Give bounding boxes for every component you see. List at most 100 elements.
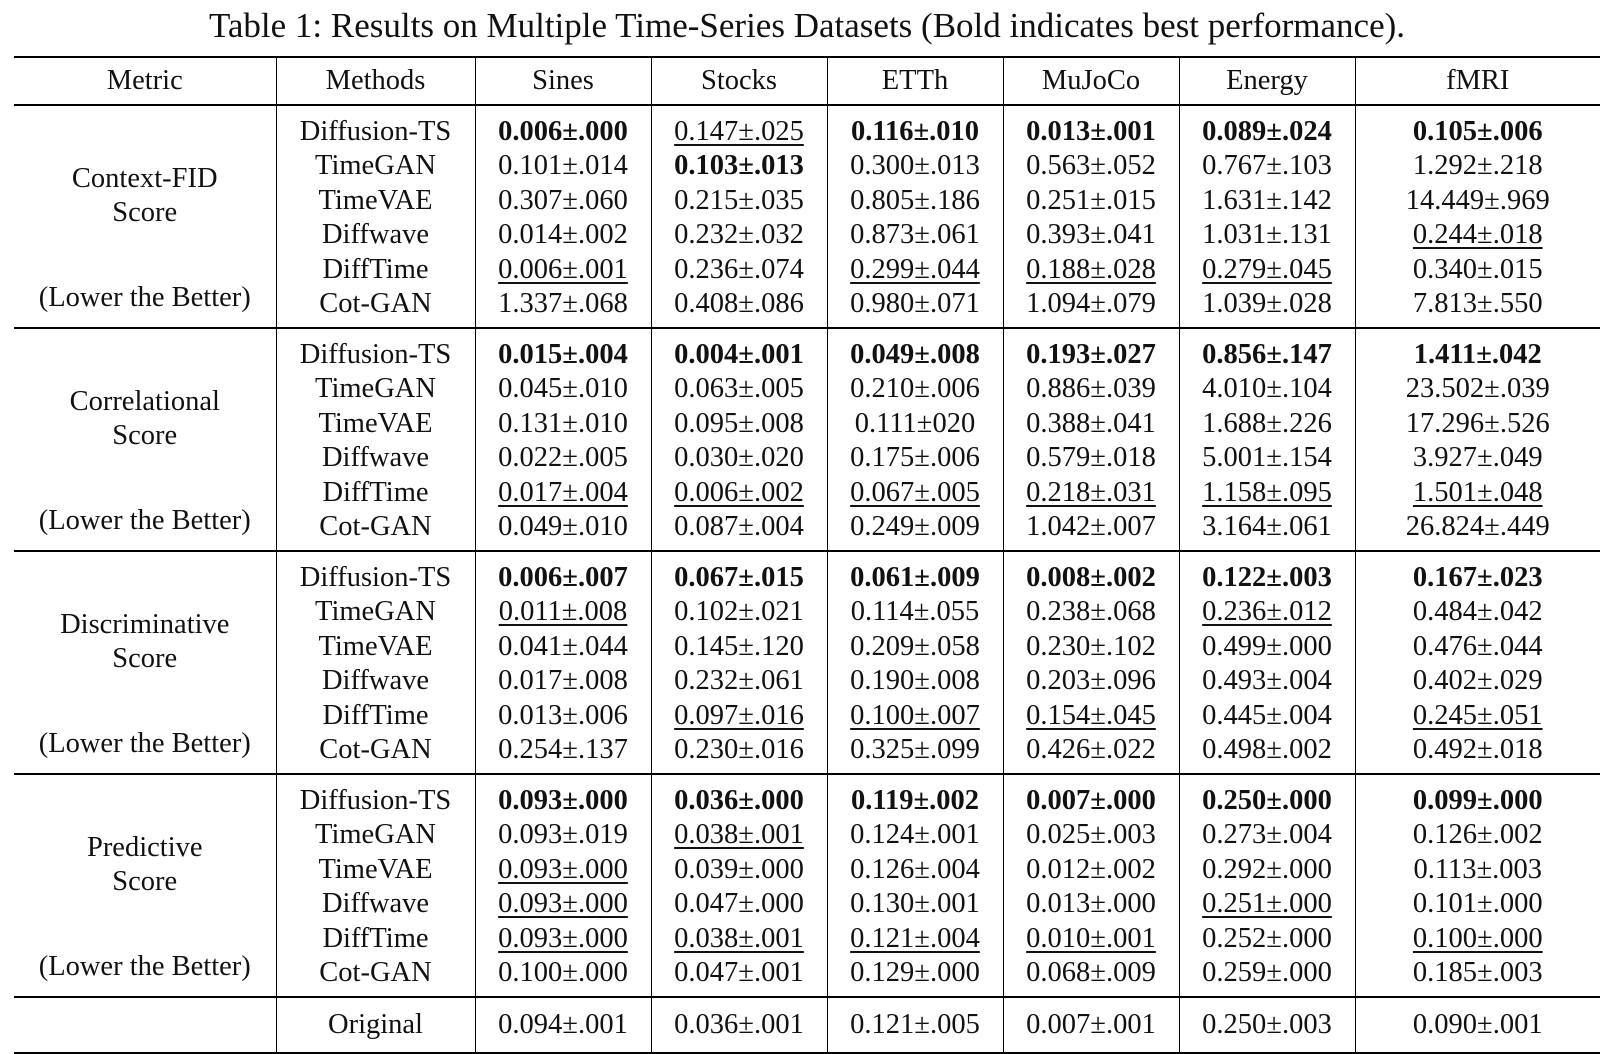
value-cell: 0.325±.099	[827, 732, 1004, 774]
value-cell: 0.886±.039	[1003, 371, 1180, 406]
value-cell: 0.445±.004	[1179, 698, 1356, 733]
original-row: Original 0.094±.001 0.036±.001 0.121±.005 0.…	[14, 996, 1600, 1053]
value-cell: 0.131±.010	[475, 406, 652, 441]
value-text: 0.426±.022	[1026, 734, 1156, 766]
value-text: 0.236±.074	[674, 253, 804, 285]
metric-name: Discriminative Score	[14, 608, 276, 676]
value-cell: 0.210±.006	[827, 371, 1004, 406]
value-cell: 0.038±.001	[651, 817, 828, 852]
table-row: TimeGAN 0.011±.008 0.102±.021 0.114±.055 0.2…	[14, 594, 1600, 629]
value-text: 0.013±.000	[1026, 888, 1156, 920]
value-cell: 0.126±.002	[1355, 818, 1600, 853]
method-name: Cot-GAN	[276, 509, 476, 551]
value-cell: 1.688±.226	[1179, 406, 1356, 441]
value-text: 3.164±.061	[1202, 511, 1332, 543]
value-cell: 0.015±.004	[475, 328, 652, 372]
method-name: Diffusion-TS	[276, 551, 476, 595]
value-cell: 1.042±.007	[1003, 509, 1180, 551]
value-cell: 0.093±.000	[475, 921, 652, 956]
value-cell: 1.631±.142	[1179, 183, 1356, 218]
value-text: 0.259±.000	[1202, 957, 1332, 989]
value-cell: 14.449±.969	[1355, 183, 1600, 218]
value-cell: 1.411±.042	[1355, 328, 1600, 372]
value-text: 0.030±.020	[674, 442, 804, 474]
method-name: Diffusion-TS	[276, 774, 476, 818]
value-text: 0.300±.013	[850, 150, 980, 182]
metric-name: Correlational Score	[14, 385, 276, 453]
value-text: 0.100±.000	[498, 957, 628, 989]
method-name: TimeGAN	[276, 371, 476, 406]
value-text: 0.805±.186	[850, 184, 980, 216]
method-name: TimeGAN	[276, 817, 476, 852]
value-cell: 0.980±.071	[827, 286, 1004, 328]
value-text: 0.408±.086	[674, 288, 804, 320]
table-row: Diffwave 0.017±.008 0.232±.061 0.190±.008 0.…	[14, 663, 1600, 698]
value-cell: 0.099±.000	[1355, 774, 1600, 818]
value-cell: 0.499±.000	[1179, 629, 1356, 664]
value-cell: 0.067±.005	[827, 475, 1004, 510]
metric-name-line: Score	[112, 420, 178, 451]
value-cell: 1.094±.079	[1003, 286, 1180, 328]
value-text: 0.325±.099	[850, 734, 980, 766]
value-text: 0.061±.009	[850, 561, 980, 593]
header-row: Metric Methods Sines Stocks ETTh MuJoCo …	[14, 56, 1600, 106]
value-text: 0.095±.008	[674, 407, 804, 439]
value-text: 1.094±.079	[1026, 288, 1156, 320]
value-text: 0.245±.051	[1412, 699, 1543, 731]
value-text: 0.209±.058	[850, 630, 980, 662]
value-cell: 0.193±.027	[1003, 328, 1180, 372]
value-text: 0.004±.001	[674, 338, 804, 370]
value-cell: 0.017±.004	[475, 475, 652, 510]
method-name: TimeGAN	[276, 594, 476, 629]
value-cell: 0.563±.052	[1003, 148, 1180, 183]
value-cell: 0.121±.004	[827, 921, 1004, 956]
value-cell: 0.121±.005	[827, 996, 1004, 1053]
header-sines: Sines	[475, 56, 652, 106]
value-text: 0.038±.001	[674, 819, 804, 851]
value-cell: 0.236±.074	[651, 252, 828, 287]
value-cell: 0.103±.013	[651, 148, 828, 183]
value-text: 0.068±.009	[1026, 957, 1156, 989]
method-name: TimeVAE	[276, 406, 476, 441]
value-text: 0.093±.000	[498, 922, 628, 954]
method-name: Diffwave	[276, 217, 476, 252]
method-name: Original	[276, 996, 476, 1053]
metric-name: Context-FID Score	[14, 162, 276, 230]
value-text: 0.119±.002	[850, 784, 980, 816]
metric-note: (Lower the Better)	[38, 505, 251, 536]
value-text: 0.498±.002	[1202, 734, 1332, 766]
value-cell: 0.167±.023	[1355, 551, 1600, 595]
value-cell: 0.012±.002	[1003, 852, 1180, 887]
value-cell: 1.158±.095	[1179, 475, 1356, 510]
value-text: 4.010±.104	[1202, 373, 1332, 405]
value-text: 0.190±.008	[850, 665, 980, 697]
metric-name-line: Score	[112, 643, 178, 674]
value-cell: 0.498±.002	[1179, 732, 1356, 774]
value-cell: 0.004±.001	[651, 328, 828, 372]
value-text: 0.249±.009	[850, 511, 980, 543]
value-text: 0.292±.000	[1202, 853, 1332, 885]
value-cell: 0.340±.015	[1355, 252, 1600, 287]
value-cell: 0.254±.137	[475, 732, 652, 774]
method-name: TimeVAE	[276, 183, 476, 218]
value-text: 0.093±.000	[498, 853, 628, 885]
value-cell: 0.013±.000	[1003, 886, 1180, 921]
value-cell: 0.007±.000	[1003, 774, 1180, 818]
header-energy: Energy	[1179, 56, 1356, 106]
value-cell: 0.273±.004	[1179, 817, 1356, 852]
value-text: 0.041±.044	[498, 630, 628, 662]
value-cell: 0.493±.004	[1179, 663, 1356, 698]
value-text: 0.232±.032	[674, 219, 804, 251]
value-cell: 0.145±.120	[651, 629, 828, 664]
table-row: Diffwave 0.093±.000 0.047±.000 0.130±.001 0.…	[14, 886, 1600, 921]
value-cell: 0.209±.058	[827, 629, 1004, 664]
value-text: 0.111±020	[854, 407, 976, 439]
value-cell: 0.093±.019	[475, 817, 652, 852]
value-cell: 0.030±.020	[651, 440, 828, 475]
value-text: 1.337±.068	[498, 288, 628, 320]
metric-label-cell: Predictive Score (Lower the Better)	[14, 774, 277, 997]
value-text: 0.238±.068	[1026, 596, 1156, 628]
method-name: Cot-GAN	[276, 955, 476, 997]
method-name: TimeVAE	[276, 852, 476, 887]
table-row: Cot-GAN 0.100±.000 0.047±.001 0.129±.000 0.0…	[14, 955, 1600, 997]
